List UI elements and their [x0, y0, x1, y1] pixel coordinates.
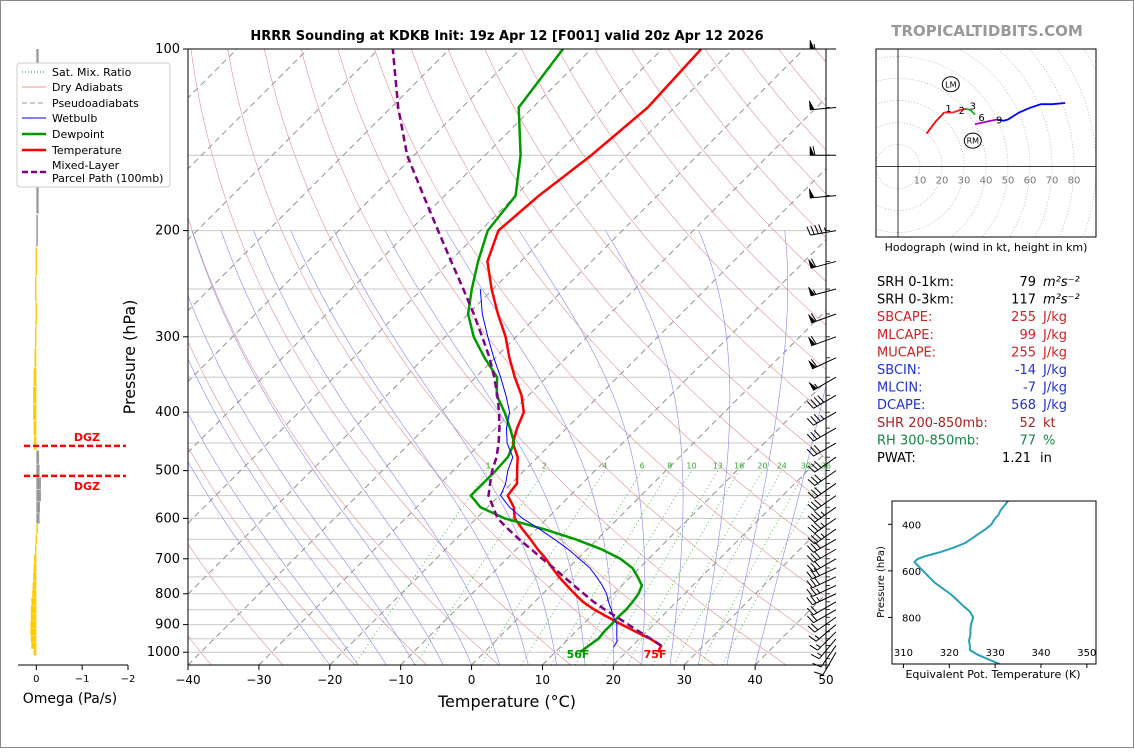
figure-frame — [0, 0, 1134, 748]
